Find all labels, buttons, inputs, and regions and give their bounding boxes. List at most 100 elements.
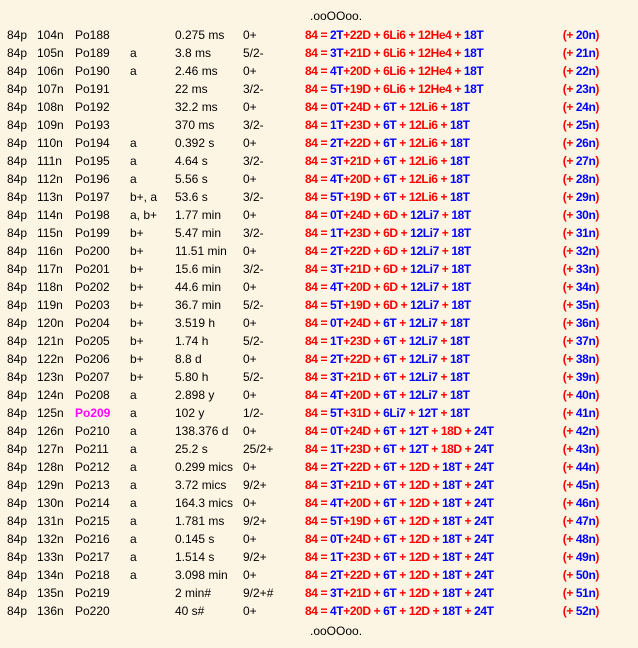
decomposition-equation: 84 = 3T+21D + 6T + 12Li6 + 18T (+ 27n): [305, 152, 599, 170]
half-life-cell: 11.51 min: [175, 244, 227, 258]
decay-mode-cell: a: [130, 550, 137, 564]
decomposition-equation: 84 = 4T+20D + 6T + 12Li7 + 18T (+ 40n): [305, 386, 599, 404]
spin-parity-cell: 3/2-: [243, 82, 264, 96]
table-row: 84p 130n Po214 a 164.3 mics 0+ 84 = 4T+20D + 6…: [0, 494, 638, 512]
neutron-count: (+ 25n): [562, 118, 600, 132]
half-life-cell: 2 min#: [175, 586, 212, 600]
half-life-cell: 22 ms: [175, 82, 208, 96]
neutrons-cell: 115n: [37, 226, 63, 240]
equation-terms: 84 = 3T+21D + 6D + 12Li7 + 18T: [305, 262, 471, 276]
isotope-cell: Po193: [75, 118, 110, 132]
neutrons-cell: 131n: [37, 514, 64, 528]
decay-mode-cell: a: [130, 442, 137, 456]
decomposition-equation: 84 = 2T+22D + 6T + 12Li6 + 18T (+ 26n): [305, 134, 599, 152]
neutron-count: (+ 21n): [562, 46, 600, 60]
isotope-cell: Po195: [75, 154, 110, 168]
neutron-count: (+ 33n): [562, 262, 600, 276]
protons-cell: 84p: [7, 568, 28, 582]
decomposition-equation: 84 = 1T+23D + 6T + 12Li7 + 18T (+ 37n): [305, 332, 599, 350]
half-life-cell: 44.6 min: [175, 280, 222, 294]
neutron-count: (+ 23n): [562, 82, 600, 96]
protons-cell: 84p: [7, 262, 28, 276]
spin-parity-cell: 25/2+: [243, 442, 274, 456]
spin-parity-cell: 0+: [243, 460, 257, 474]
spin-parity-cell: 9/2+: [243, 514, 267, 528]
table-row: 84p 115n Po199 b+ 5.47 min 3/2- 84 = 1T+23D + …: [0, 224, 638, 242]
neutron-count: (+ 48n): [562, 532, 600, 546]
decay-mode-cell: a: [130, 46, 137, 60]
decomposition-equation: 84 = 2T+22D + 6T + 12Li7 + 18T (+ 38n): [305, 350, 599, 368]
decay-mode-cell: a: [130, 496, 137, 510]
neutron-count: (+ 36n): [562, 316, 600, 330]
spin-parity-cell: 9/2+#: [243, 586, 274, 600]
decomposition-equation: 84 = 4T+20D + 6T + 12Li6 + 18T (+ 28n): [305, 170, 599, 188]
spin-parity-cell: 9/2+: [243, 550, 267, 564]
table-row: 84p 110n Po194 a 0.392 s 0+ 84 = 2T+22D + 6T +…: [0, 134, 638, 152]
decomposition-equation: 84 = 5T+19D + 6T + 12Li6 + 18T (+ 29n): [305, 188, 599, 206]
spin-parity-cell: 0+: [243, 388, 257, 402]
decay-mode-cell: a: [130, 154, 137, 168]
half-life-cell: 0.145 s: [175, 532, 215, 546]
neutrons-cell: 104n: [37, 28, 64, 42]
table-row: 84p 111n Po195 a 4.64 s 3/2- 84 = 3T+21D + 6T …: [0, 152, 638, 170]
isotope-cell: Po188: [75, 28, 110, 42]
isotope-table: 84p 104n Po188 0.275 ms 0+ 84 = 2T+22D + 6Li6…: [0, 26, 638, 620]
table-row: 84p 112n Po196 a 5.56 s 0+ 84 = 4T+20D + 6T + …: [0, 170, 638, 188]
protons-cell: 84p: [7, 478, 28, 492]
decomposition-equation: 84 = 0T+24D + 6T + 12D + 18T + 24T (+ 48n…: [305, 530, 599, 548]
protons-cell: 84p: [7, 316, 28, 330]
equation-terms: 84 = 0T+24D + 6T + 12Li7 + 18T: [305, 316, 470, 330]
spin-parity-cell: 5/2-: [243, 370, 264, 384]
decomposition-equation: 84 = 2T+22D + 6T + 12D + 18T + 24T (+ 50n…: [305, 566, 599, 584]
protons-cell: 84p: [7, 28, 28, 42]
decay-mode-cell: b+: [130, 370, 144, 384]
decomposition-equation: 84 = 5T+19D + 6Li6 + 12He4 + 18T (+ 23n): [305, 80, 599, 98]
protons-cell: 84p: [7, 586, 28, 600]
table-row: 84p 125n Po209 a 102 y 1/2- 84 = 5T+31D + 6Li7…: [0, 404, 638, 422]
table-row: 84p 105n Po189 a 3.8 ms 5/2- 84 = 3T+21D + 6Li…: [0, 44, 638, 62]
decomposition-equation: 84 = 0T+24D + 6D + 12Li7 + 18T (+ 30n): [305, 206, 599, 224]
equation-terms: 84 = 0T+24D + 6T + 12T + 18D + 24T: [305, 424, 494, 438]
spin-parity-cell: 0+: [243, 424, 257, 438]
equation-terms: 84 = 0T+24D + 6T + 12Li6 + 18T: [305, 100, 470, 114]
protons-cell: 84p: [7, 352, 28, 366]
neutron-count: (+ 24n): [562, 100, 600, 114]
decay-mode-cell: b+: [130, 334, 144, 348]
decay-mode-cell: a: [130, 514, 137, 528]
protons-cell: 84p: [7, 172, 28, 186]
equation-terms: 84 = 2T+22D + 6T + 12D + 18T + 24T: [305, 460, 494, 474]
half-life-cell: 2.46 ms: [175, 64, 218, 78]
table-row: 84p 124n Po208 a 2.898 y 0+ 84 = 4T+20D + 6T +…: [0, 386, 638, 404]
table-row: 84p 116n Po200 b+ 11.51 min 0+ 84 = 2T+22D + 6…: [0, 242, 638, 260]
neutrons-cell: 134n: [37, 568, 64, 582]
protons-cell: 84p: [7, 208, 28, 222]
neutrons-cell: 132n: [37, 532, 64, 546]
equation-terms: 84 = 0T+24D + 6D + 12Li7 + 18T: [305, 208, 471, 222]
table-row: 84p 107n Po191 22 ms 3/2- 84 = 5T+19D + 6Li6 …: [0, 80, 638, 98]
equation-terms: 84 = 2T+22D + 6T + 12D + 18T + 24T: [305, 568, 494, 582]
spin-parity-cell: 0+: [243, 316, 257, 330]
neutrons-cell: 110n: [37, 136, 63, 150]
decomposition-equation: 84 = 1T+23D + 6T + 12Li6 + 18T (+ 25n): [305, 116, 599, 134]
protons-cell: 84p: [7, 298, 28, 312]
half-life-cell: 3.72 mics: [175, 478, 227, 492]
protons-cell: 84p: [7, 226, 28, 240]
isotope-cell: Po206: [75, 352, 110, 366]
equation-terms: 84 = 1T+23D + 6T + 12D + 18T + 24T: [305, 550, 494, 564]
isotope-cell: Po214: [75, 496, 110, 510]
decomposition-equation: 84 = 3T+21D + 6T + 12Li7 + 18T (+ 39n): [305, 368, 599, 386]
protons-cell: 84p: [7, 190, 28, 204]
equation-terms: 84 = 4T+20D + 6T + 12D + 18T + 24T: [305, 496, 494, 510]
neutron-count: (+ 32n): [562, 244, 600, 258]
equation-terms: 84 = 5T+19D + 6T + 12Li6 + 18T: [305, 190, 470, 204]
equation-terms: 84 = 5T+19D + 6Li6 + 12He4 + 18T: [305, 82, 484, 96]
isotope-cell: Po208: [75, 388, 110, 402]
isotope-cell: Po219: [75, 586, 110, 600]
neutron-count: (+ 35n): [562, 298, 600, 312]
equation-terms: 84 = 2T+22D + 6D + 12Li7 + 18T: [305, 244, 471, 258]
table-row: 84p 129n Po213 a 3.72 mics 9/2+ 84 = 3T+21D + …: [0, 476, 638, 494]
neutrons-cell: 129n: [37, 478, 64, 492]
protons-cell: 84p: [7, 604, 28, 618]
neutrons-cell: 128n: [37, 460, 64, 474]
